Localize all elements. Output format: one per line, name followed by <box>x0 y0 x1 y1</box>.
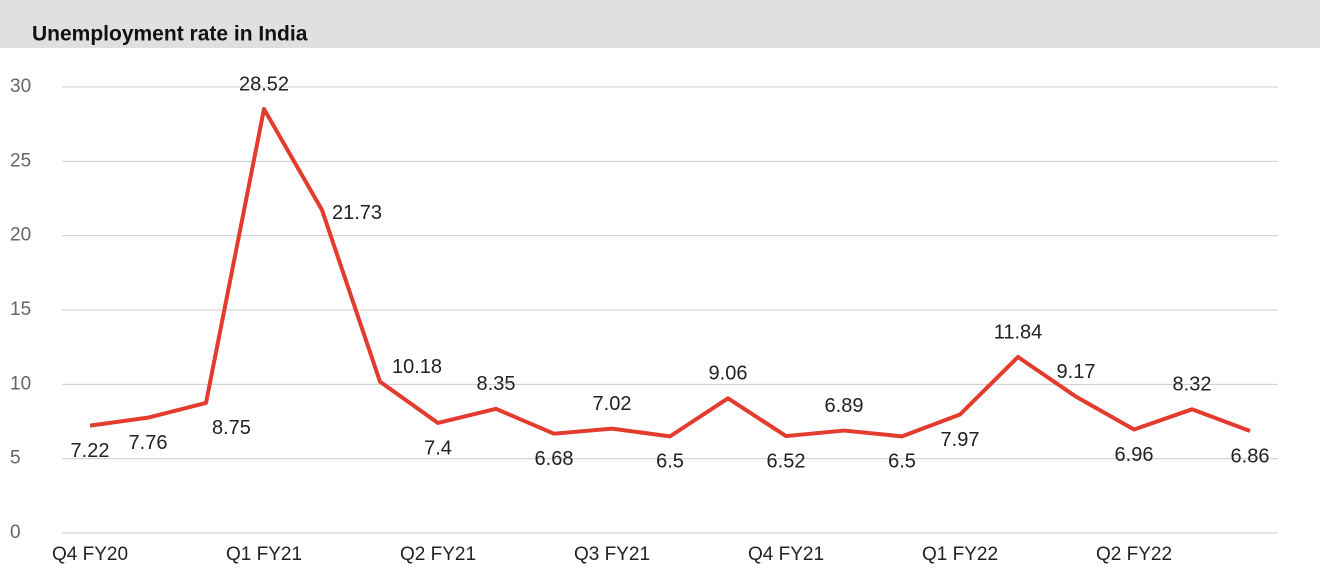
y-tick-label: 0 <box>10 522 21 543</box>
x-tick-label: Q2 FY22 <box>1096 544 1172 565</box>
y-tick-label: 30 <box>10 76 31 97</box>
data-line <box>89 107 1251 439</box>
data-label: 7.02 <box>593 393 632 415</box>
x-tick-label: Q1 FY22 <box>922 544 998 565</box>
data-label: 6.5 <box>888 451 916 473</box>
x-tick-label: Q2 FY21 <box>400 544 476 565</box>
data-label: 8.32 <box>1173 374 1212 396</box>
data-label: 6.68 <box>535 448 574 470</box>
data-label: 11.84 <box>994 321 1043 343</box>
x-tick-label: Q4 FY20 <box>52 544 128 565</box>
x-tick-label: Q4 FY21 <box>748 544 824 565</box>
data-label: 7.76 <box>129 432 168 454</box>
y-tick-label: 15 <box>10 299 31 320</box>
data-label: 21.73 <box>332 202 382 224</box>
data-label: 6.5 <box>656 451 684 473</box>
title-bar <box>0 0 1320 48</box>
data-label: 6.86 <box>1231 445 1270 467</box>
data-label: 6.89 <box>825 395 864 417</box>
data-label: 6.96 <box>1115 444 1154 466</box>
y-tick-label: 20 <box>10 225 31 246</box>
data-label: 28.52 <box>239 73 289 95</box>
data-label: 8.35 <box>477 373 516 395</box>
data-label: 8.75 <box>212 417 251 439</box>
data-label: 7.97 <box>941 429 980 451</box>
x-tick-label: Q3 FY21 <box>574 544 650 565</box>
y-tick-label: 25 <box>10 150 31 171</box>
data-label: 10.18 <box>392 356 442 378</box>
x-tick-label: Q1 FY21 <box>226 544 302 565</box>
data-label: 7.4 <box>424 437 452 459</box>
y-tick-label: 10 <box>10 373 31 394</box>
data-label: 9.06 <box>709 363 748 385</box>
data-label: 7.22 <box>71 440 110 462</box>
data-label: 6.52 <box>767 450 806 472</box>
chart-title: Unemployment rate in India <box>32 23 308 46</box>
data-label: 9.17 <box>1057 361 1096 383</box>
y-tick-label: 5 <box>10 448 21 469</box>
